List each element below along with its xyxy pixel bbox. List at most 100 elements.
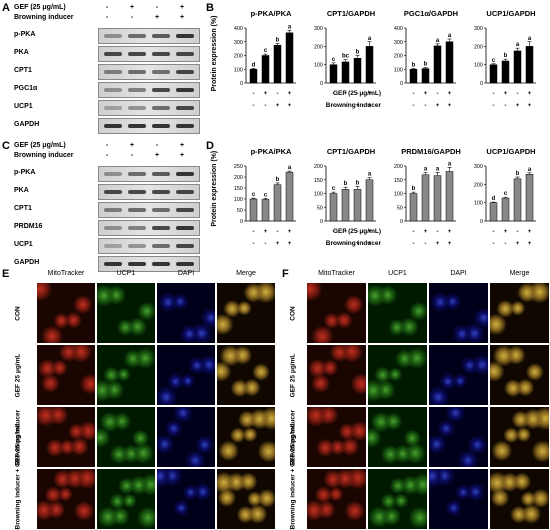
treatment-sign: +: [368, 103, 372, 109]
sign: +: [129, 4, 135, 11]
significance-letter: b: [276, 38, 280, 44]
blot-strip: [98, 256, 200, 272]
bar-charts-d: Protein expression (%) p-PKA/PKA 0 50 100 150…: [211, 147, 536, 247]
treatment-sign: +: [288, 241, 292, 247]
microscopy-row-label: CON: [14, 306, 22, 321]
microscopy-column-title: DAPI: [177, 270, 195, 277]
significance-letter: b: [276, 177, 280, 183]
microscopy-image: [428, 468, 489, 530]
bar: [365, 46, 374, 84]
treatment-sign: +: [344, 91, 348, 97]
blot-band: [128, 124, 146, 128]
treatment-sign: -: [333, 103, 335, 109]
chart-title: PRDM16/GAPDH: [401, 147, 461, 156]
microscopy-image: [96, 344, 156, 406]
significance-letter: a: [516, 42, 520, 48]
microscopy-image: [489, 468, 550, 530]
significance-letter: b: [412, 63, 416, 69]
microscopy-row-label: Browning inducer + GEF 25 μg/mL: [14, 423, 22, 530]
y-axis-label: Protein expression (%): [211, 16, 218, 92]
y-tick-label: 0: [240, 219, 243, 225]
y-tick-label: 0: [480, 219, 483, 225]
blot-band: [104, 190, 122, 194]
bar: [489, 202, 498, 222]
microscopy-image: [306, 344, 367, 406]
treatment-sign: -: [277, 91, 279, 97]
y-tick-label: 0: [320, 81, 323, 87]
treatment-sign: +: [504, 229, 508, 235]
blot-band: [176, 106, 194, 110]
blot-label: CPT1: [14, 67, 32, 74]
y-tick-label: 100: [234, 67, 243, 73]
blot-band: [104, 106, 122, 110]
microscopy-image: [156, 468, 216, 530]
treatment-sign: +: [528, 229, 532, 235]
panel-label-a: A: [2, 2, 10, 14]
blot-band: [152, 172, 170, 176]
microscopy-column-title: Merge: [509, 270, 530, 277]
treatment-sign: -: [333, 91, 335, 97]
panel-label-e: E: [2, 268, 10, 280]
y-tick-label: 200: [234, 54, 243, 60]
blot-band: [152, 190, 170, 194]
bar: [433, 45, 442, 84]
sign: -: [155, 142, 159, 149]
y-tick-label: 100: [474, 201, 483, 207]
microscopy-image: [156, 406, 216, 468]
treatment-sign: +: [424, 91, 428, 97]
western-blot-a: GEF (25 μg/mL) Browning inducer - + - + …: [14, 4, 204, 134]
bar: [273, 44, 282, 84]
treatment-sign: +: [516, 241, 520, 247]
significance-letter: a: [288, 165, 292, 171]
y-tick-label: 100: [474, 63, 483, 69]
sign: +: [179, 152, 185, 159]
bar: [433, 175, 442, 222]
y-tick-label: 150: [314, 178, 323, 184]
microscopy-image: [367, 344, 428, 406]
blot-band: [128, 226, 146, 230]
blot-band: [152, 244, 170, 248]
bar: [353, 58, 362, 84]
blot-band: [176, 226, 194, 230]
blot-band: [104, 208, 122, 212]
treatment-browning-label: Browning inducer: [14, 14, 74, 21]
blot-strip: [98, 100, 200, 116]
y-tick-label: 100: [394, 67, 403, 73]
y-tick-label: 100: [394, 192, 403, 198]
significance-letter: a: [424, 167, 428, 173]
y-tick-label: 300: [474, 26, 483, 32]
blot-band: [128, 190, 146, 194]
blot-band: [104, 172, 122, 176]
significance-letter: c: [332, 186, 336, 192]
microscopy-image: [36, 282, 96, 344]
treatment-sign: -: [413, 91, 415, 97]
microscopy-column-title: Merge: [236, 270, 256, 277]
bar: [421, 68, 430, 84]
panel-label-c: C: [2, 140, 10, 152]
bar: [421, 174, 430, 222]
treatment-sign: +: [448, 241, 452, 247]
treatment-sign: -: [517, 91, 519, 97]
y-tick-label: 50: [237, 208, 243, 214]
microscopy-image: [489, 344, 550, 406]
y-tick-label: 0: [400, 81, 403, 87]
microscopy-image: [156, 282, 216, 344]
treatment-sign: +: [356, 103, 360, 109]
microscopy-image: [96, 468, 156, 530]
significance-letter: d: [492, 196, 496, 202]
treatment-sign: -: [345, 241, 347, 247]
blot-band: [104, 70, 122, 74]
microscopy-grid-e: MitoTracker UCP1 DAPI Merge CON GEF 25 μg/mL B…: [0, 270, 276, 530]
blot-band: [128, 34, 146, 38]
treatment-sign: +: [276, 241, 280, 247]
y-tick-label: 200: [394, 164, 403, 170]
treatment-sign: +: [448, 91, 452, 97]
microscopy-image: [306, 406, 367, 468]
chart-title: UCP1/GAPDH: [486, 9, 535, 18]
blot-band: [176, 172, 194, 176]
significance-letter: a: [436, 38, 440, 44]
blot-band: [176, 262, 194, 266]
treatment-sign: -: [493, 103, 495, 109]
blot-band: [152, 34, 170, 38]
treatment-sign: +: [368, 241, 372, 247]
